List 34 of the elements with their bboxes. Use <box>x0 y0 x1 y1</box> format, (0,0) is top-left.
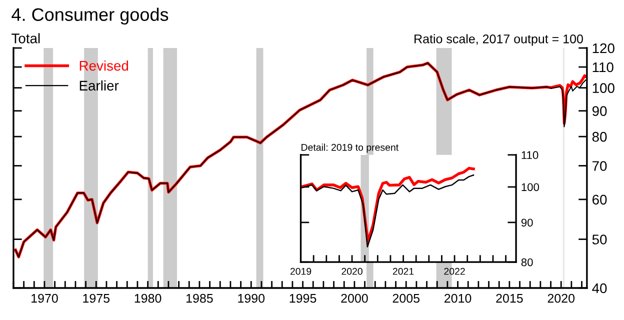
x-tick-label: 1980 <box>134 294 162 303</box>
legend-label: Earlier <box>80 80 119 91</box>
x-tick-label: 1985 <box>186 294 213 303</box>
y-tick-label: 80 <box>592 132 607 142</box>
x-tick-label: 2020 <box>342 268 362 275</box>
x-tick-label: 2019 <box>290 268 312 275</box>
x-tick-label: 1990 <box>238 294 265 303</box>
x-tick-label: 1975 <box>83 294 110 303</box>
y-tick-label: 50 <box>592 234 607 244</box>
y-tick-label: 90 <box>521 218 533 227</box>
y-tick-label: 70 <box>592 161 607 171</box>
x-tick-label: 2005 <box>392 294 420 303</box>
y-tick-label: 110 <box>522 151 538 160</box>
x-tick-label: 2010 <box>444 294 472 303</box>
y-tick-label: 40 <box>592 283 607 294</box>
chart-subtitle: Total <box>12 33 40 44</box>
y-tick-label: 100 <box>592 83 614 93</box>
y-tick-label: 60 <box>592 194 607 205</box>
x-tick-label: 2000 <box>341 294 368 303</box>
x-tick-label: 2022 <box>444 268 465 275</box>
x-tick-label: 2020 <box>548 294 575 303</box>
x-tick-label: 2015 <box>496 294 523 303</box>
x-tick-label: 1970 <box>32 294 58 303</box>
text: Ratio scale, 2017 output = 100 <box>414 34 583 46</box>
legend-label: Revised <box>80 60 128 71</box>
chart-title: Detail: 2019 to present <box>302 144 399 153</box>
y-tick-label: 90 <box>592 106 607 116</box>
y-tick-label: 80 <box>521 258 533 266</box>
x-tick-label: 2021 <box>392 268 414 275</box>
y-tick-label: 120 <box>592 43 614 54</box>
y-tick-label: 100 <box>522 183 540 192</box>
y-tick-label: 110 <box>592 62 614 72</box>
chart-title: 4. Consumer goods <box>12 8 168 25</box>
x-tick-label: 1995 <box>290 294 316 303</box>
